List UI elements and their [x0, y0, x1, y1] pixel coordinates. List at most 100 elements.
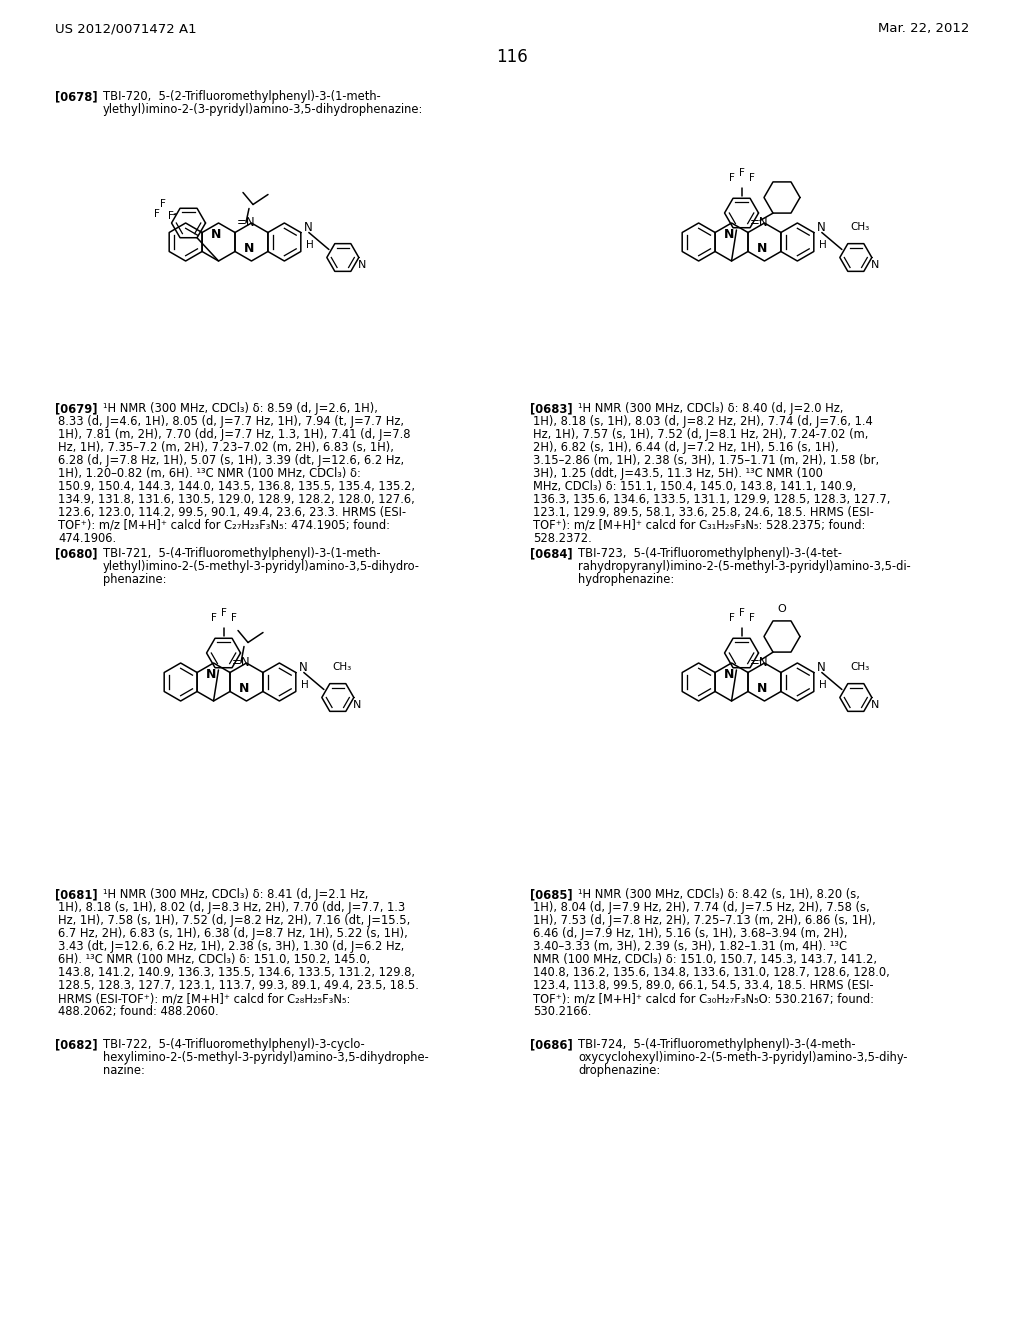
Text: [0682]: [0682] [55, 1038, 97, 1051]
Text: N: N [724, 668, 735, 681]
Text: oxycyclohexyl)imino-2-(5-meth-3-pyridyl)amino-3,5-dihy-: oxycyclohexyl)imino-2-(5-meth-3-pyridyl)… [578, 1051, 907, 1064]
Text: nazine:: nazine: [103, 1064, 144, 1077]
Text: =N: =N [750, 656, 769, 669]
Text: 123.4, 113.8, 99.5, 89.0, 66.1, 54.5, 33.4, 18.5. HRMS (ESI-: 123.4, 113.8, 99.5, 89.0, 66.1, 54.5, 33… [534, 979, 873, 993]
Text: F: F [160, 199, 166, 209]
Text: ¹H NMR (300 MHz, CDCl₃) δ: 8.59 (d, J=2.6, 1H),: ¹H NMR (300 MHz, CDCl₃) δ: 8.59 (d, J=2.… [103, 403, 378, 414]
Text: CH₃: CH₃ [850, 222, 869, 231]
Text: 134.9, 131.8, 131.6, 130.5, 129.0, 128.9, 128.2, 128.0, 127.6,: 134.9, 131.8, 131.6, 130.5, 129.0, 128.9… [58, 492, 415, 506]
Text: =N: =N [237, 216, 256, 228]
Text: TOF⁺): m/z [M+H]⁺ calcd for C₃₀H₂₇F₃N₅O: 530.2167; found:: TOF⁺): m/z [M+H]⁺ calcd for C₃₀H₂₇F₃N₅O:… [534, 993, 874, 1005]
Text: 123.1, 129.9, 89.5, 58.1, 33.6, 25.8, 24.6, 18.5. HRMS (ESI-: 123.1, 129.9, 89.5, 58.1, 33.6, 25.8, 24… [534, 506, 873, 519]
Text: N: N [207, 668, 217, 681]
Text: N: N [245, 243, 255, 256]
Text: N: N [357, 260, 367, 271]
Text: 528.2372.: 528.2372. [534, 532, 592, 545]
Text: F: F [211, 612, 216, 623]
Text: 6.7 Hz, 2H), 6.83 (s, 1H), 6.38 (d, J=8.7 Hz, 1H), 5.22 (s, 1H),: 6.7 Hz, 2H), 6.83 (s, 1H), 6.38 (d, J=8.… [58, 927, 408, 940]
Text: 3H), 1.25 (ddt, J=43.5, 11.3 Hz, 5H). ¹³C NMR (100: 3H), 1.25 (ddt, J=43.5, 11.3 Hz, 5H). ¹³… [534, 467, 823, 480]
Text: N: N [299, 661, 307, 675]
Text: [0686]: [0686] [530, 1038, 572, 1051]
Text: 6.28 (d, J=7.8 Hz, 1H), 5.07 (s, 1H), 3.39 (dt, J=12.6, 6.2 Hz,: 6.28 (d, J=7.8 Hz, 1H), 5.07 (s, 1H), 3.… [58, 454, 404, 467]
Text: 6.46 (d, J=7.9 Hz, 1H), 5.16 (s, 1H), 3.68–3.94 (m, 2H),: 6.46 (d, J=7.9 Hz, 1H), 5.16 (s, 1H), 3.… [534, 927, 848, 940]
Text: ylethyl)imino-2-(3-pyridyl)amino-3,5-dihydrophenazine:: ylethyl)imino-2-(3-pyridyl)amino-3,5-dih… [103, 103, 423, 116]
Text: 1H), 7.53 (d, J=7.8 Hz, 2H), 7.25–7.13 (m, 2H), 6.86 (s, 1H),: 1H), 7.53 (d, J=7.8 Hz, 2H), 7.25–7.13 (… [534, 913, 876, 927]
Text: 143.8, 141.2, 140.9, 136.3, 135.5, 134.6, 133.5, 131.2, 129.8,: 143.8, 141.2, 140.9, 136.3, 135.5, 134.6… [58, 966, 415, 979]
Text: O: O [777, 605, 786, 615]
Text: Hz, 1H), 7.58 (s, 1H), 7.52 (d, J=8.2 Hz, 2H), 7.16 (dt, J=15.5,: Hz, 1H), 7.58 (s, 1H), 7.52 (d, J=8.2 Hz… [58, 913, 411, 927]
Text: 3.43 (dt, J=12.6, 6.2 Hz, 1H), 2.38 (s, 3H), 1.30 (d, J=6.2 Hz,: 3.43 (dt, J=12.6, 6.2 Hz, 1H), 2.38 (s, … [58, 940, 404, 953]
Text: HRMS (ESI-TOF⁺): m/z [M+H]⁺ calcd for C₂₈H₂₅F₃N₅:: HRMS (ESI-TOF⁺): m/z [M+H]⁺ calcd for C₂… [58, 993, 350, 1005]
Text: [0681]: [0681] [55, 888, 97, 902]
Text: N: N [817, 661, 825, 675]
Text: Mar. 22, 2012: Mar. 22, 2012 [878, 22, 969, 36]
Text: ylethyl)imino-2-(5-methyl-3-pyridyl)amino-3,5-dihydro-: ylethyl)imino-2-(5-methyl-3-pyridyl)amin… [103, 560, 420, 573]
Text: 123.6, 123.0, 114.2, 99.5, 90.1, 49.4, 23.6, 23.3. HRMS (ESI-: 123.6, 123.0, 114.2, 99.5, 90.1, 49.4, 2… [58, 506, 407, 519]
Text: Hz, 1H), 7.35–7.2 (m, 2H), 7.23–7.02 (m, 2H), 6.83 (s, 1H),: Hz, 1H), 7.35–7.2 (m, 2H), 7.23–7.02 (m,… [58, 441, 394, 454]
Text: F: F [220, 609, 226, 618]
Text: F: F [729, 173, 734, 183]
Text: 140.8, 136.2, 135.6, 134.8, 133.6, 131.0, 128.7, 128.6, 128.0,: 140.8, 136.2, 135.6, 134.8, 133.6, 131.0… [534, 966, 890, 979]
Text: 530.2166.: 530.2166. [534, 1005, 592, 1018]
Text: TBI-722,  5-(4-Trifluoromethylphenyl)-3-cyclo-: TBI-722, 5-(4-Trifluoromethylphenyl)-3-c… [103, 1038, 365, 1051]
Text: 136.3, 135.6, 134.6, 133.5, 131.1, 129.9, 128.5, 128.3, 127.7,: 136.3, 135.6, 134.6, 133.5, 131.1, 129.9… [534, 492, 891, 506]
Text: H: H [306, 239, 313, 249]
Text: N: N [870, 260, 880, 271]
Text: N: N [817, 220, 825, 234]
Text: TBI-720,  5-(2-Trifluoromethylphenyl)-3-(1-meth-: TBI-720, 5-(2-Trifluoromethylphenyl)-3-(… [103, 90, 381, 103]
Text: F: F [749, 173, 755, 183]
Text: ¹H NMR (300 MHz, CDCl₃) δ: 8.42 (s, 1H), 8.20 (s,: ¹H NMR (300 MHz, CDCl₃) δ: 8.42 (s, 1H),… [578, 888, 860, 902]
Text: [0680]: [0680] [55, 546, 97, 560]
Text: Hz, 1H), 7.57 (s, 1H), 7.52 (d, J=8.1 Hz, 2H), 7.24-7.02 (m,: Hz, 1H), 7.57 (s, 1H), 7.52 (d, J=8.1 Hz… [534, 428, 868, 441]
Text: 1H), 1.20–0.82 (m, 6H). ¹³C NMR (100 MHz, CDCl₃) δ:: 1H), 1.20–0.82 (m, 6H). ¹³C NMR (100 MHz… [58, 467, 360, 480]
Text: US 2012/0071472 A1: US 2012/0071472 A1 [55, 22, 197, 36]
Text: N: N [304, 220, 312, 234]
Text: drophenazine:: drophenazine: [578, 1064, 660, 1077]
Text: TOF⁺): m/z [M+H]⁺ calcd for C₂₇H₂₃F₃N₅: 474.1905; found:: TOF⁺): m/z [M+H]⁺ calcd for C₂₇H₂₃F₃N₅: … [58, 519, 390, 532]
Text: N: N [352, 701, 361, 710]
Text: [0684]: [0684] [530, 546, 572, 560]
Text: 1H), 8.18 (s, 1H), 8.02 (d, J=8.3 Hz, 2H), 7.70 (dd, J=7.7, 1.3: 1H), 8.18 (s, 1H), 8.02 (d, J=8.3 Hz, 2H… [58, 902, 406, 913]
Text: [0683]: [0683] [530, 403, 572, 414]
Text: MHz, CDCl₃) δ: 151.1, 150.4, 145.0, 143.8, 141.1, 140.9,: MHz, CDCl₃) δ: 151.1, 150.4, 145.0, 143.… [534, 480, 856, 492]
Text: phenazine:: phenazine: [103, 573, 167, 586]
Text: [0679]: [0679] [55, 403, 97, 414]
Text: 1H), 8.18 (s, 1H), 8.03 (d, J=8.2 Hz, 2H), 7.74 (d, J=7.6, 1.4: 1H), 8.18 (s, 1H), 8.03 (d, J=8.2 Hz, 2H… [534, 414, 872, 428]
Text: TOF⁺): m/z [M+H]⁺ calcd for C₃₁H₂₉F₃N₅: 528.2375; found:: TOF⁺): m/z [M+H]⁺ calcd for C₃₁H₂₉F₃N₅: … [534, 519, 865, 532]
Text: rahydropyranyl)imino-2-(5-methyl-3-pyridyl)amino-3,5-di-: rahydropyranyl)imino-2-(5-methyl-3-pyrid… [578, 560, 910, 573]
Text: F: F [738, 168, 744, 178]
Text: [0678]: [0678] [55, 90, 97, 103]
Text: 150.9, 150.4, 144.3, 144.0, 143.5, 136.8, 135.5, 135.4, 135.2,: 150.9, 150.4, 144.3, 144.0, 143.5, 136.8… [58, 480, 415, 492]
Text: 1H), 7.81 (m, 2H), 7.70 (dd, J=7.7 Hz, 1.3, 1H), 7.41 (d, J=7.8: 1H), 7.81 (m, 2H), 7.70 (dd, J=7.7 Hz, 1… [58, 428, 411, 441]
Text: hexylimino-2-(5-methyl-3-pyridyl)amino-3,5-dihydrophe-: hexylimino-2-(5-methyl-3-pyridyl)amino-3… [103, 1051, 429, 1064]
Text: CH₃: CH₃ [332, 661, 351, 672]
Text: N: N [240, 682, 250, 696]
Text: 2H), 6.82 (s, 1H), 6.44 (d, J=7.2 Hz, 1H), 5.16 (s, 1H),: 2H), 6.82 (s, 1H), 6.44 (d, J=7.2 Hz, 1H… [534, 441, 839, 454]
Text: 474.1906.: 474.1906. [58, 532, 116, 545]
Text: 128.5, 128.3, 127.7, 123.1, 113.7, 99.3, 89.1, 49.4, 23.5, 18.5.: 128.5, 128.3, 127.7, 123.1, 113.7, 99.3,… [58, 979, 419, 993]
Text: F: F [230, 612, 237, 623]
Text: TBI-721,  5-(4-Trifluoromethylphenyl)-3-(1-meth-: TBI-721, 5-(4-Trifluoromethylphenyl)-3-(… [103, 546, 381, 560]
Text: =N: =N [750, 216, 769, 228]
Text: CH₃: CH₃ [850, 661, 869, 672]
Text: F: F [749, 612, 755, 623]
Text: TBI-724,  5-(4-Trifluoromethylphenyl)-3-(4-meth-: TBI-724, 5-(4-Trifluoromethylphenyl)-3-(… [578, 1038, 856, 1051]
Text: 116: 116 [496, 48, 528, 66]
Text: TBI-723,  5-(4-Trifluoromethylphenyl)-3-(4-tet-: TBI-723, 5-(4-Trifluoromethylphenyl)-3-(… [578, 546, 842, 560]
Text: F: F [168, 211, 174, 220]
Text: 8.33 (d, J=4.6, 1H), 8.05 (d, J=7.7 Hz, 1H), 7.94 (t, J=7.7 Hz,: 8.33 (d, J=4.6, 1H), 8.05 (d, J=7.7 Hz, … [58, 414, 404, 428]
Text: 3.40–3.33 (m, 3H), 2.39 (s, 3H), 1.82–1.31 (m, 4H). ¹³C: 3.40–3.33 (m, 3H), 2.39 (s, 3H), 1.82–1.… [534, 940, 847, 953]
Text: F: F [729, 612, 734, 623]
Text: H: H [819, 239, 826, 249]
Text: NMR (100 MHz, CDCl₃) δ: 151.0, 150.7, 145.3, 143.7, 141.2,: NMR (100 MHz, CDCl₃) δ: 151.0, 150.7, 14… [534, 953, 877, 966]
Text: N: N [870, 701, 880, 710]
Text: N: N [758, 243, 768, 256]
Text: H: H [819, 680, 826, 689]
Text: H: H [301, 680, 308, 689]
Text: 1H), 8.04 (d, J=7.9 Hz, 2H), 7.74 (d, J=7.5 Hz, 2H), 7.58 (s,: 1H), 8.04 (d, J=7.9 Hz, 2H), 7.74 (d, J=… [534, 902, 869, 913]
Text: 6H). ¹³C NMR (100 MHz, CDCl₃) δ: 151.0, 150.2, 145.0,: 6H). ¹³C NMR (100 MHz, CDCl₃) δ: 151.0, … [58, 953, 370, 966]
Text: ¹H NMR (300 MHz, CDCl₃) δ: 8.40 (d, J=2.0 Hz,: ¹H NMR (300 MHz, CDCl₃) δ: 8.40 (d, J=2.… [578, 403, 844, 414]
Text: N: N [211, 228, 222, 242]
Text: ¹H NMR (300 MHz, CDCl₃) δ: 8.41 (d, J=2.1 Hz,: ¹H NMR (300 MHz, CDCl₃) δ: 8.41 (d, J=2.… [103, 888, 369, 902]
Text: N: N [724, 228, 735, 242]
